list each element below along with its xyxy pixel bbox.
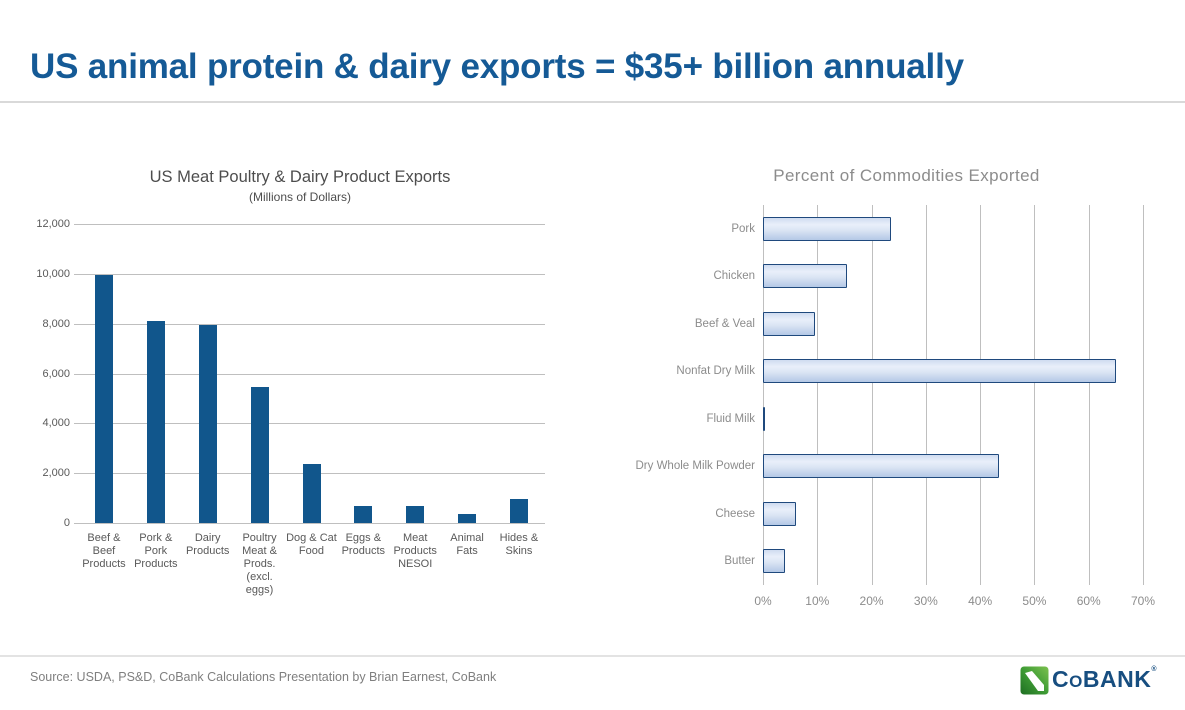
x-axis-labels: Beef & Beef Products Pork & Pork Products… (78, 532, 545, 597)
category-label: Cheese (715, 507, 755, 520)
y-axis-tick-label: 2,000 (42, 467, 70, 480)
cobank-leaf-icon (1020, 666, 1049, 695)
v-gridline (1088, 205, 1090, 585)
h-gridline (74, 423, 545, 425)
y-axis-tick-label: 10,000 (36, 267, 70, 280)
logo-letter-o: O (1069, 672, 1083, 691)
chart-subtitle: (Millions of Dollars) (248, 190, 352, 204)
category-label: Meat Products NESOI (393, 532, 437, 570)
cobank-logo: C O BANK ® (1020, 665, 1157, 696)
category-label: Eggs & Products (341, 532, 386, 557)
percent-bar (763, 501, 796, 526)
plot-area (763, 205, 1144, 585)
percent-bar (763, 311, 815, 336)
plot-area (74, 224, 545, 524)
export-bar (198, 324, 217, 523)
percent-bar (763, 549, 785, 574)
category-label: Dry Whole Milk Powder (635, 460, 756, 473)
export-bar (94, 275, 113, 523)
v-gridline (980, 205, 982, 585)
h-gridline (74, 273, 545, 275)
category-label: Pork & Pork Products (134, 532, 178, 570)
category-label: Beef & Veal (694, 317, 755, 330)
h-gridline (74, 523, 545, 524)
x-axis-tick-label: 30% (913, 594, 938, 608)
category-label: Butter (724, 555, 755, 568)
exports-bar-chart: US Meat Poultry & Dairy Product Exports … (20, 168, 580, 633)
chart-title: US Meat Poultry & Dairy Product Exports (149, 168, 451, 186)
category-label: Hides & Skins (499, 532, 539, 557)
category-label: Dog & Cat Food (286, 532, 337, 557)
percent-bar (763, 454, 1000, 479)
export-bar (510, 499, 529, 523)
v-gridline (1143, 205, 1144, 585)
percent-bar (763, 216, 891, 241)
x-axis-tick-label: 60% (1076, 594, 1101, 608)
chart-title: Percent of Commodities Exported (773, 166, 1040, 185)
percent-bar (763, 264, 848, 289)
export-bar (250, 387, 269, 523)
category-label: Poultry Meat & Prods. (excl. eggs) (242, 532, 277, 596)
trademark-symbol: ® (1151, 666, 1157, 673)
export-bar (146, 321, 165, 523)
y-axis-tick-label: 4,000 (42, 417, 70, 430)
page-title: US animal protein & dairy exports = $35+… (30, 47, 964, 87)
header-divider (0, 101, 1185, 103)
x-axis-tick-label: 20% (859, 594, 884, 608)
source-text: Source: USDA, PS&D, CoBank Calculations … (30, 670, 497, 684)
v-gridline (763, 205, 764, 585)
h-gridline (74, 224, 545, 225)
h-gridline (74, 373, 545, 375)
v-gridline (871, 205, 873, 585)
v-gridline (817, 205, 819, 585)
category-label: Nonfat Dry Milk (676, 365, 755, 378)
logo-letter-c: C (1052, 666, 1070, 692)
category-label: Beef & Beef Products (82, 532, 126, 570)
percent-bar (763, 359, 1116, 384)
x-axis-tick-label: 40% (968, 594, 993, 608)
h-gridline (74, 323, 545, 325)
x-axis-tick-label: 0% (754, 594, 772, 608)
cobank-logo-text: C O BANK ® (1052, 665, 1157, 696)
y-axis-tick-label: 6,000 (42, 367, 70, 380)
x-axis-tick-label: 50% (1022, 594, 1047, 608)
y-axis-tick-label: 12,000 (36, 218, 70, 230)
export-bar (458, 514, 477, 523)
percent-bar (763, 406, 766, 431)
export-bar (354, 505, 373, 523)
footer-divider (0, 655, 1185, 657)
y-axis-tick-label: 0 (63, 517, 70, 529)
v-gridline (1034, 205, 1036, 585)
category-label: Animal Fats (450, 532, 484, 557)
percent-exported-chart: Percent of Commodities Exported 0% 10% 20%… (628, 166, 1185, 631)
category-label: Dairy Products (185, 532, 230, 557)
x-axis-tick-label: 10% (805, 594, 830, 608)
category-label: Fluid Milk (706, 412, 755, 425)
export-bar (406, 505, 425, 523)
export-bar (302, 464, 321, 523)
y-axis-tick-label: 8,000 (42, 317, 70, 330)
category-label: Pork (731, 222, 755, 235)
category-label: Chicken (713, 270, 755, 283)
v-gridline (925, 205, 927, 585)
logo-letters-bank: BANK (1082, 666, 1152, 692)
x-axis-tick-label: 70% (1130, 594, 1156, 608)
